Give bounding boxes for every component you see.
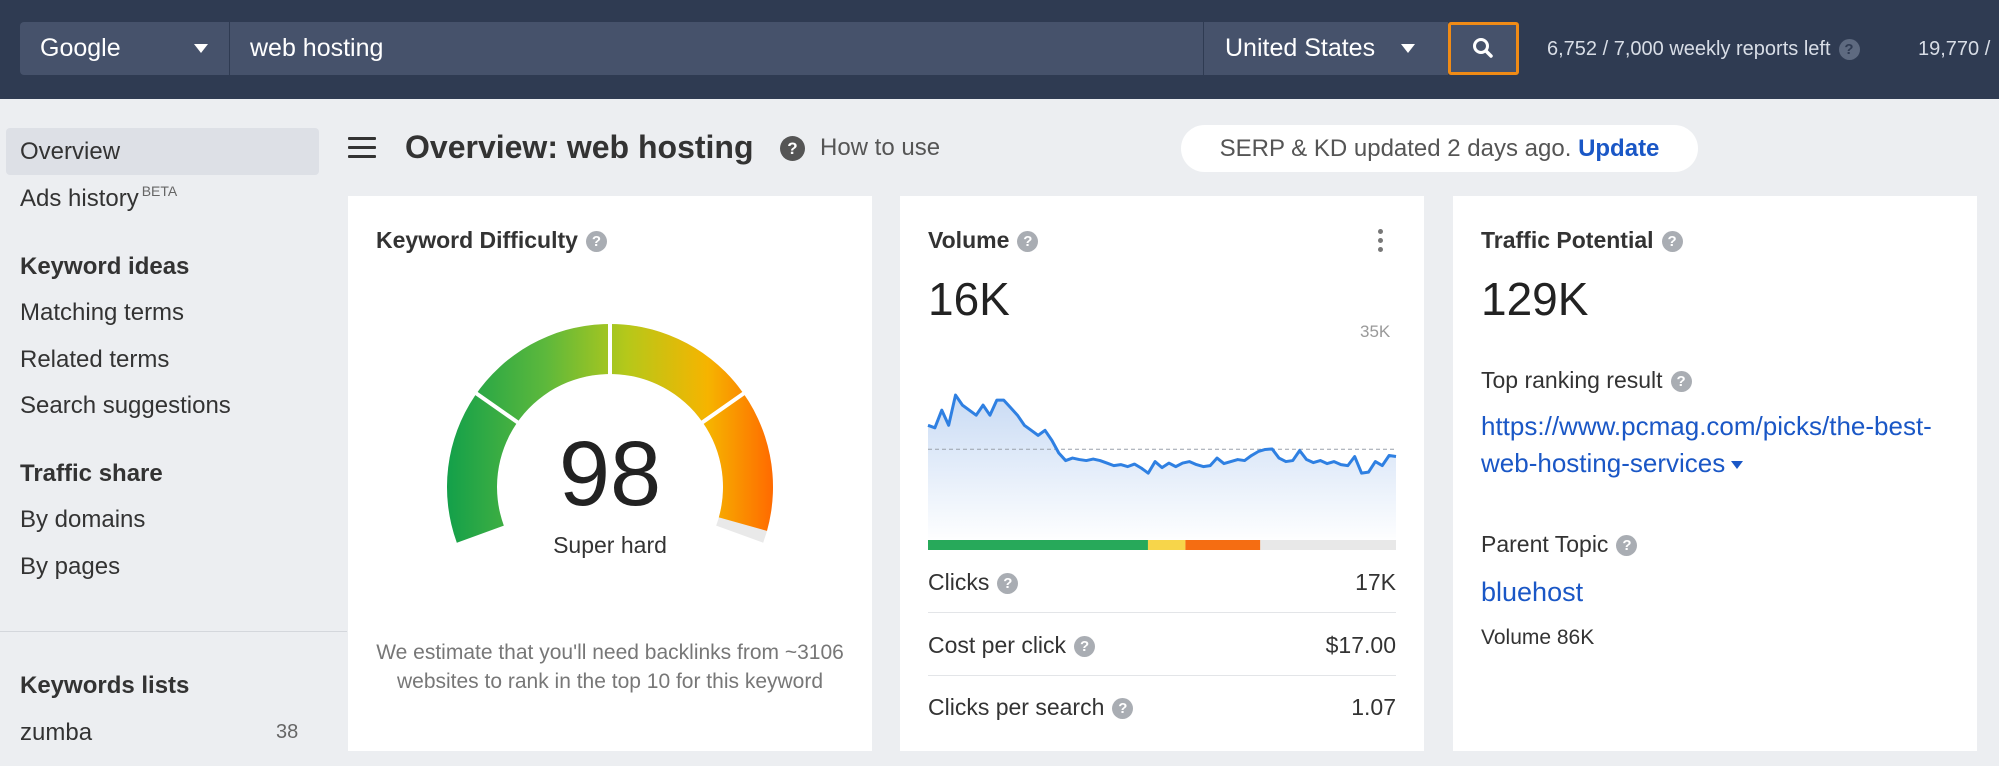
clicks-segment (1185, 540, 1261, 550)
how-to-use-link[interactable]: How to use (820, 134, 941, 161)
chart-ymax-label: 35K (1360, 322, 1391, 341)
help-icon[interactable]: ? (780, 136, 805, 161)
card-title-text: Volume (928, 227, 1010, 253)
parent-topic-label-text: Parent Topic (1481, 531, 1609, 557)
update-status-text: SERP & KD updated 2 days ago. (1219, 135, 1572, 162)
sidebar-active-highlight (6, 128, 319, 175)
update-status-pill: SERP & KD updated 2 days ago. Update (1181, 125, 1698, 172)
metric-label: Clicks? (928, 569, 1019, 596)
sidebar-item-by-domains[interactable]: By domains (20, 506, 146, 533)
sidebar-item-search-suggestions[interactable]: Search suggestions (20, 392, 231, 419)
metric-value: $17.00 (1325, 632, 1396, 658)
sidebar-item-ads-history[interactable]: Ads history BETA (20, 183, 177, 213)
country-value: United States (1225, 34, 1376, 62)
card-title-text: Keyword Difficulty (376, 227, 578, 253)
card-title: Keyword Difficulty? (376, 227, 607, 254)
help-icon[interactable]: ? (1661, 231, 1683, 252)
sidebar-item-overview[interactable]: Overview (20, 138, 121, 165)
help-icon[interactable]: ? (1074, 636, 1096, 657)
top-ranking-label: Top ranking result? (1481, 367, 1692, 394)
sidebar-heading-keyword-lists: Keywords lists (20, 672, 190, 699)
weekly-reports-counter: 6,752 / 7,000 weekly reports left? (1547, 38, 1860, 61)
search-engine-select[interactable]: Google (20, 22, 229, 75)
help-icon[interactable]: ? (1017, 231, 1039, 252)
search-button[interactable] (1448, 22, 1519, 75)
more-options-icon[interactable] (1378, 229, 1384, 256)
gauge-separator (699, 390, 747, 425)
chevron-down-icon (194, 44, 208, 53)
weekly-reports-text: 6,752 / 7,000 weekly reports left (1547, 38, 1831, 60)
chart-series-line (927, 393, 1397, 475)
keyword-input[interactable]: web hosting (230, 22, 1203, 75)
traffic-potential-card: Traffic Potential? 129K Top ranking resu… (1453, 196, 1977, 751)
parent-topic-volume: Volume 86K (1481, 626, 1595, 649)
volume-trend-chart (927, 393, 1397, 544)
keyword-difficulty-card: Keyword Difficulty? 98 Super hard We est… (348, 196, 872, 751)
metric-label-text: Cost per click (928, 632, 1067, 658)
volume-card: Volume? 16K 35K Clicks? 17K Cost per cli… (900, 196, 1424, 751)
clicks-segment (928, 540, 1148, 550)
sidebar-divider (0, 631, 347, 632)
chart-area-fill (928, 395, 1396, 544)
metric-value: 17K (1355, 569, 1396, 595)
traffic-potential-value: 129K (1481, 273, 1589, 325)
sidebar-heading-keyword-ideas: Keyword ideas (20, 253, 190, 280)
metric-row-cost-per-click: Cost per click? $17.00 (928, 614, 1396, 676)
page-title: Overview: web hosting (405, 129, 754, 165)
top-search-bar: Google web hosting United States 6,752 /… (0, 0, 1999, 99)
top-ranking-label-text: Top ranking result (1481, 367, 1663, 393)
help-icon[interactable]: ? (585, 231, 607, 252)
metric-value: 1.07 (1351, 694, 1396, 720)
gauge-separator (473, 390, 521, 425)
metric-row-clicks: Clicks? 17K (928, 551, 1396, 613)
search-engine-value: Google (40, 34, 121, 62)
difficulty-gauge (447, 322, 773, 543)
card-title: Volume? (928, 227, 1039, 254)
sidebar-item-related-terms[interactable]: Related terms (20, 346, 170, 373)
help-icon[interactable]: ? (1616, 535, 1638, 556)
gauge-fill (447, 323, 773, 543)
help-icon[interactable]: ? (1670, 371, 1692, 392)
clicks-distribution-bar (928, 540, 1396, 550)
dropdown-caret-icon[interactable] (1731, 461, 1744, 469)
parent-topic-link[interactable]: bluehost (1481, 577, 1584, 607)
update-link[interactable]: Update (1578, 135, 1660, 162)
chevron-down-icon (1401, 44, 1415, 53)
difficulty-score: 98 (558, 423, 662, 525)
credits-counter: 19,770 / (1918, 38, 1991, 60)
volume-value: 16K (928, 273, 1010, 325)
search-icon (1473, 38, 1493, 58)
clicks-segment (1147, 540, 1186, 550)
help-icon[interactable]: ? (997, 573, 1019, 594)
metric-label-text: Clicks (928, 569, 990, 595)
menu-icon[interactable] (348, 137, 376, 164)
help-icon[interactable]: ? (1838, 39, 1860, 60)
country-select[interactable]: United States (1204, 22, 1448, 75)
keyword-list-count: 38 (276, 721, 299, 743)
clicks-segment (1260, 540, 1396, 550)
sidebar-item-zumba[interactable]: zumba (20, 719, 93, 746)
top-ranking-url-text: https://www.pcmag.com/picks/the-best-web… (1481, 411, 1932, 478)
metric-label: Cost per click? (928, 632, 1096, 659)
sidebar-item-label: Ads history (20, 185, 139, 212)
metric-label: Clicks per search? (928, 694, 1134, 721)
difficulty-note: We estimate that you'll need backlinks f… (376, 641, 844, 693)
card-title-text: Traffic Potential (1481, 227, 1654, 253)
sidebar-item-by-pages[interactable]: By pages (20, 553, 121, 580)
beta-badge: BETA (141, 183, 178, 199)
metric-label-text: Clicks per search (928, 694, 1105, 720)
sidebar-item-matching-terms[interactable]: Matching terms (20, 299, 185, 326)
parent-topic-label: Parent Topic? (1481, 531, 1638, 558)
card-title: Traffic Potential? (1481, 227, 1683, 254)
top-ranking-url[interactable]: https://www.pcmag.com/picks/the-best-web… (1481, 408, 1971, 482)
help-icon[interactable]: ? (1112, 698, 1134, 719)
difficulty-label: Super hard (553, 532, 667, 558)
metric-row-clicks-per-search: Clicks per search? 1.07 (928, 676, 1396, 738)
sidebar-heading-traffic-share: Traffic share (20, 460, 163, 487)
